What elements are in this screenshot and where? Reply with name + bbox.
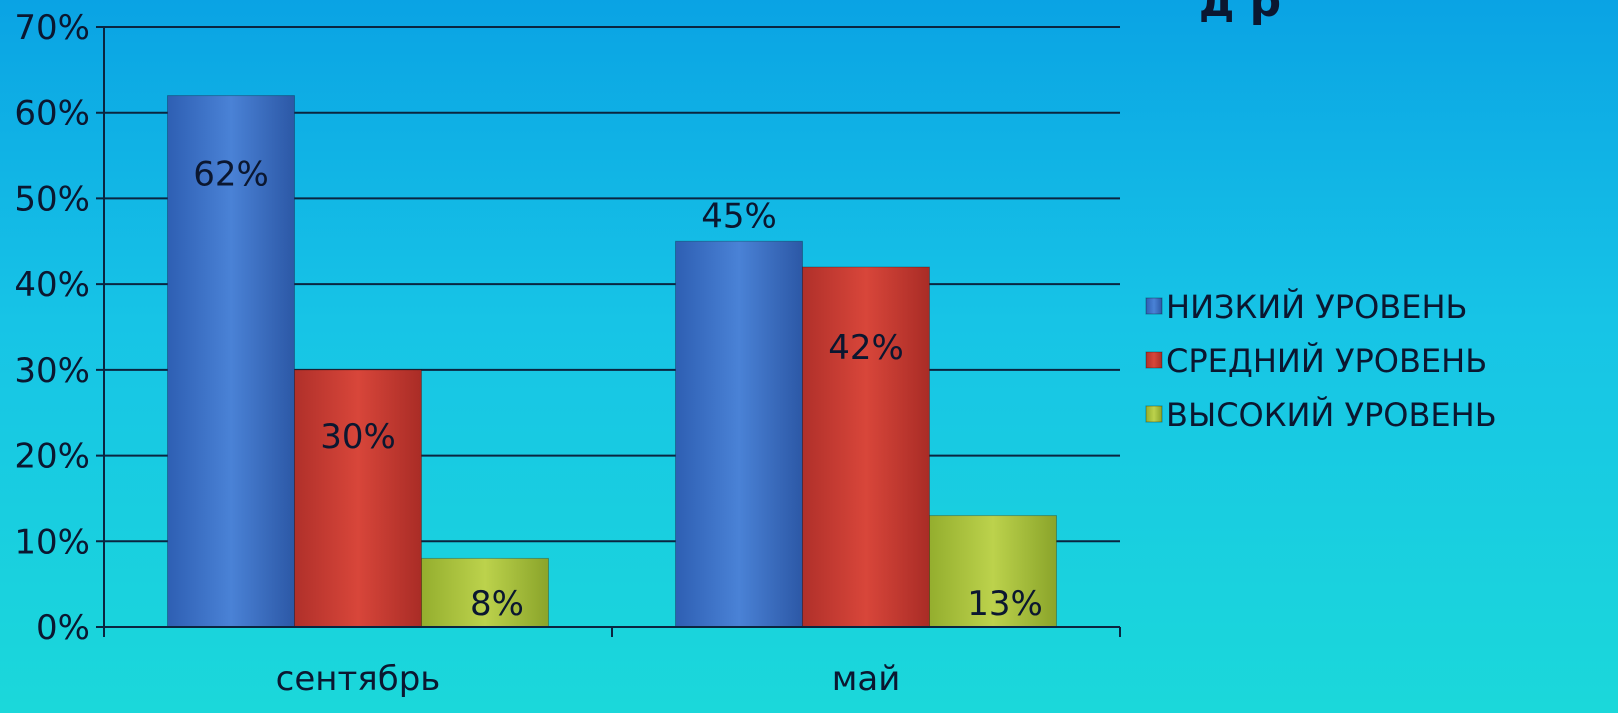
legend-swatch	[1146, 406, 1162, 422]
chart-title-fragment: д р	[1199, 0, 1281, 27]
data-label: 42%	[828, 328, 904, 368]
bar-1-1	[803, 267, 930, 627]
y-tick-label: 0%	[36, 608, 90, 648]
y-tick-label: 30%	[14, 351, 90, 391]
x-category-label: май	[832, 659, 901, 699]
legend-label: НИЗКИЙ УРОВЕНЬ	[1166, 288, 1467, 326]
bars	[168, 96, 1057, 627]
y-axis-ticks: 0% 10% 20% 30% 40% 50% 60% 70%	[14, 8, 90, 648]
y-tick-label: 50%	[14, 179, 90, 219]
data-label: 30%	[320, 417, 396, 457]
y-tick-label: 10%	[14, 522, 90, 562]
data-label: 45%	[701, 196, 777, 236]
bar-0-1	[676, 241, 803, 627]
data-label: 8%	[470, 584, 524, 624]
legend-label: СРЕДНИЙ УРОВЕНЬ	[1166, 342, 1487, 380]
legend-swatch	[1146, 352, 1162, 368]
y-tick-label: 40%	[14, 265, 90, 305]
legend-swatch	[1146, 298, 1162, 314]
data-label: 62%	[193, 155, 269, 195]
bar-1-0	[295, 370, 422, 627]
y-tick-label: 70%	[14, 8, 90, 48]
y-tick-label: 60%	[14, 94, 90, 134]
data-label: 13%	[967, 584, 1043, 624]
legend-label: ВЫСОКИЙ УРОВЕНЬ	[1166, 396, 1497, 434]
x-category-label: сентябрь	[276, 659, 441, 699]
y-tick-label: 20%	[14, 437, 90, 477]
legend: НИЗКИЙ УРОВЕНЬ СРЕДНИЙ УРОВЕНЬ ВЫСОКИЙ УРО…	[1146, 288, 1497, 434]
